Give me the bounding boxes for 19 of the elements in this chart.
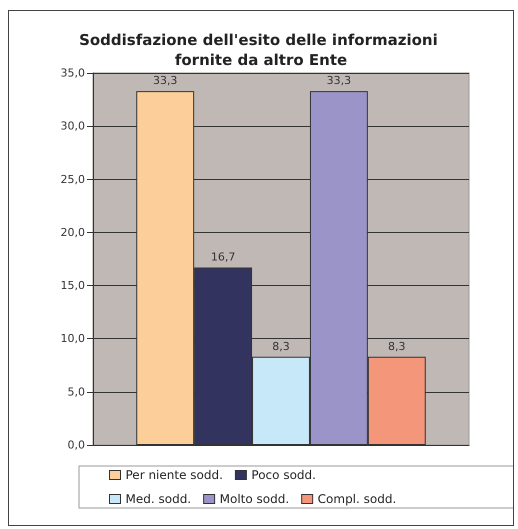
y-tick-label: 35,0 (60, 66, 85, 80)
legend-label: Molto sodd. (220, 492, 290, 506)
y-tick-label: 30,0 (60, 120, 85, 133)
data-label: 8,3 (388, 340, 406, 353)
legend-label: Med. sodd. (126, 492, 192, 506)
y-tick-label: 15,0 (60, 279, 85, 292)
legend-label: Poco sodd. (251, 468, 316, 482)
y-tick-label: 10,0 (60, 332, 85, 346)
data-label: 33,3 (326, 74, 352, 88)
y-tick-label: 5,0 (68, 385, 85, 398)
y-tick-label: 0,0 (68, 438, 85, 452)
data-label: 8,3 (272, 340, 290, 353)
legend-label: Compl. sodd. (318, 492, 396, 506)
chart-title: Soddisfazione dell'esito delle informazioni fornite da altro Ente (79, 31, 443, 69)
y-tick-label: 25,0 (60, 172, 85, 186)
legend-label: Per niente sodd. (126, 468, 223, 482)
data-label: 33,3 (152, 74, 178, 88)
data-label: 16,7 (210, 250, 236, 264)
y-tick-label: 20,0 (60, 226, 85, 239)
